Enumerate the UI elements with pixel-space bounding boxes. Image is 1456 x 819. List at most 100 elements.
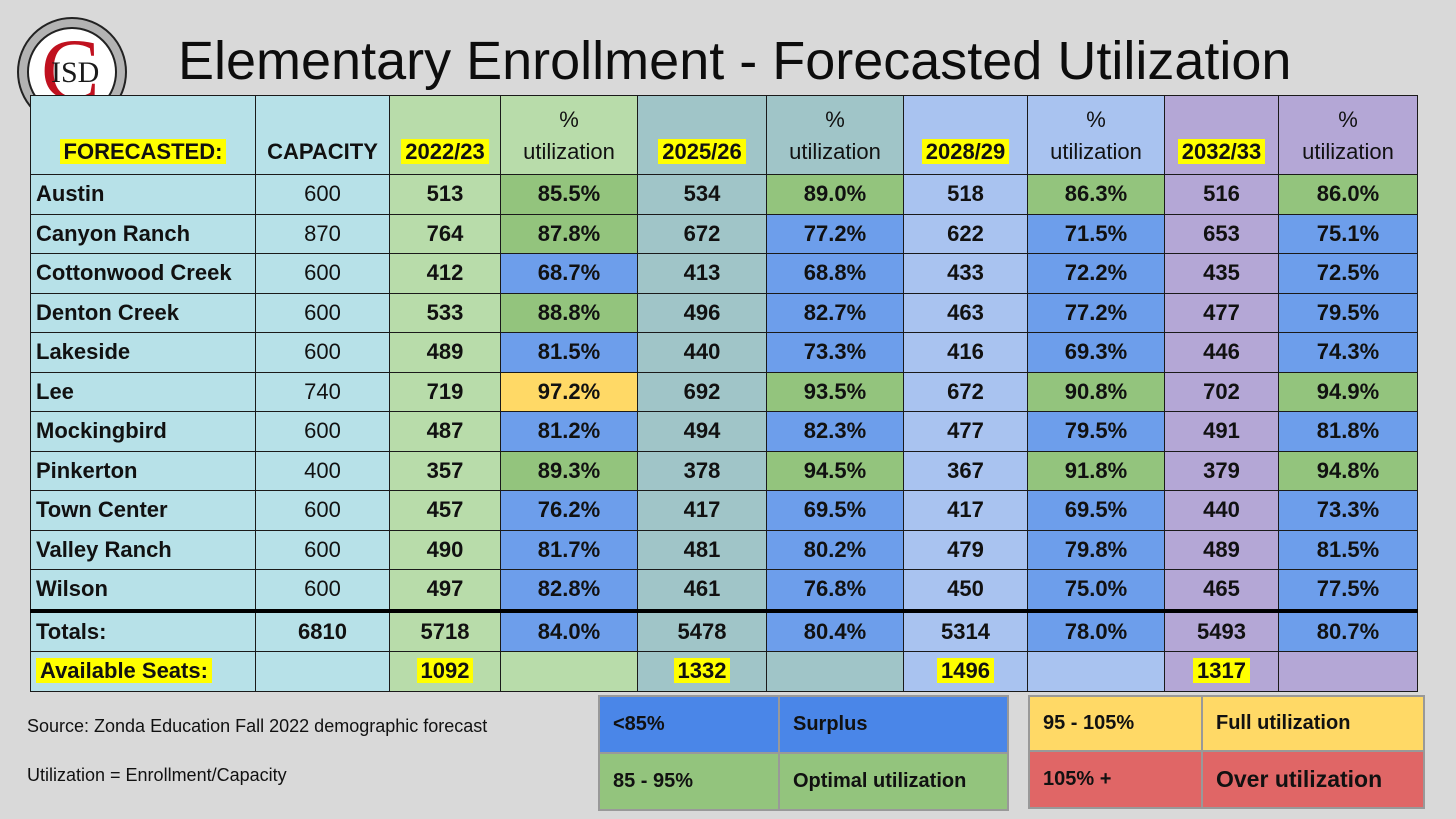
utilization-cell: 81.5% — [1278, 529, 1418, 570]
utilization-cell: 77.5% — [1278, 569, 1418, 611]
enrollment-cell: 479 — [903, 529, 1028, 570]
page-title: Elementary Enrollment - Forecasted Utili… — [178, 31, 1292, 91]
enrollment-cell: 378 — [637, 450, 767, 491]
enrollment-cell: 516 — [1164, 174, 1279, 215]
utilization-cell: 86.3% — [1027, 174, 1165, 215]
available-seats-empty — [766, 651, 904, 692]
utilization-cell: 88.8% — [500, 292, 638, 333]
available-seats-value-value: 1317 — [1193, 658, 1250, 684]
capacity-cell: 600 — [255, 411, 390, 452]
enrollment-cell: 489 — [389, 332, 501, 373]
table-row: Valley Ranch 600 490 81.7% 481 80.2% 479 79.8% 4… — [30, 529, 1418, 570]
table-row: Lee 740 719 97.2% 692 93.5% 672 90.8% 702 94.9% — [30, 371, 1418, 412]
capacity-cell: 600 — [255, 174, 390, 215]
header-pct-symbol: % — [559, 107, 579, 132]
enrollment-cell: 367 — [903, 450, 1028, 491]
school-name: Canyon Ranch — [30, 213, 256, 254]
enrollment-cell: 533 — [389, 292, 501, 333]
header-year-2032-label: 2032/33 — [1177, 139, 1266, 164]
school-name: Austin — [30, 174, 256, 215]
legend-row-optimal: 85 - 95% Optimal utilization — [598, 752, 1009, 811]
header-year-2032: 2032/33 — [1164, 95, 1279, 175]
utilization-cell: 90.8% — [1027, 371, 1165, 412]
table-row: Town Center 600 457 76.2% 417 69.5% 417 69.5% 44… — [30, 490, 1418, 531]
utilization-cell: 81.7% — [500, 529, 638, 570]
header-utilization-label: utilization — [789, 139, 881, 164]
legend-range-optimal: 85 - 95% — [598, 752, 780, 811]
available-seats-empty — [500, 651, 638, 692]
enrollment-cell: 450 — [903, 569, 1028, 611]
utilization-cell: 73.3% — [766, 332, 904, 373]
utilization-cell: 94.9% — [1278, 371, 1418, 412]
table-row: Pinkerton 400 357 89.3% 378 94.5% 367 91.8% 379 9… — [30, 450, 1418, 491]
enrollment-cell: 357 — [389, 450, 501, 491]
enrollment-cell: 413 — [637, 253, 767, 294]
utilization-cell: 77.2% — [766, 213, 904, 254]
totals-enrollment: 5493 — [1164, 608, 1279, 652]
utilization-cell: 81.2% — [500, 411, 638, 452]
totals-label: Totals: — [30, 608, 256, 652]
source-note: Source: Zonda Education Fall 2022 demogr… — [27, 716, 488, 736]
enrollment-cell: 653 — [1164, 213, 1279, 254]
enrollment-cell: 491 — [1164, 411, 1279, 452]
utilization-cell: 71.5% — [1027, 213, 1165, 254]
enrollment-cell: 435 — [1164, 253, 1279, 294]
enrollment-cell: 417 — [903, 490, 1028, 531]
enrollment-cell: 446 — [1164, 332, 1279, 373]
capacity-cell: 600 — [255, 332, 390, 373]
totals-capacity: 6810 — [255, 608, 390, 652]
totals-utilization: 78.0% — [1027, 608, 1165, 652]
totals-utilization: 80.4% — [766, 608, 904, 652]
totals-enrollment: 5314 — [903, 608, 1028, 652]
available-seats-row: Available Seats: 1092 1332 1496 1317 — [30, 651, 1418, 692]
capacity-cell: 600 — [255, 292, 390, 333]
legend-row-over: 105% + Over utilization — [1028, 750, 1425, 809]
utilization-cell: 68.8% — [766, 253, 904, 294]
enrollment-cell: 719 — [389, 371, 501, 412]
header-year-2025: 2025/26 — [637, 95, 767, 175]
utilization-cell: 86.0% — [1278, 174, 1418, 215]
enrollment-cell: 461 — [637, 569, 767, 611]
available-seats-empty — [1278, 651, 1418, 692]
available-seats-empty — [1027, 651, 1165, 692]
header-utilization-2025: % utilization — [766, 95, 904, 175]
utilization-cell: 76.8% — [766, 569, 904, 611]
table-header-row: FORECASTED: CAPACITY 2022/23 % utilizatio… — [30, 95, 1418, 175]
utilization-cell: 85.5% — [500, 174, 638, 215]
utilization-cell: 89.3% — [500, 450, 638, 491]
capacity-cell: 600 — [255, 490, 390, 531]
header-utilization-2022: % utilization — [500, 95, 638, 175]
available-seats-value: 1332 — [637, 651, 767, 692]
header-pct-symbol: % — [1086, 107, 1106, 132]
capacity-cell: 400 — [255, 450, 390, 491]
totals-enrollment: 5718 — [389, 608, 501, 652]
available-seats-label: Available Seats: — [30, 651, 256, 692]
utilization-cell: 76.2% — [500, 490, 638, 531]
enrollment-cell: 672 — [637, 213, 767, 254]
legend-row-surplus: <85% Surplus — [598, 695, 1009, 754]
enrollment-cell: 672 — [903, 371, 1028, 412]
legend-label-over: Over utilization — [1201, 750, 1425, 809]
header-pct-symbol: % — [825, 107, 845, 132]
utilization-cell: 69.3% — [1027, 332, 1165, 373]
header-utilization-2028: % utilization — [1027, 95, 1165, 175]
enrollment-cell: 412 — [389, 253, 501, 294]
header-forecasted-label: FORECASTED: — [59, 139, 227, 164]
header-year-2025-label: 2025/26 — [658, 139, 746, 164]
utilization-cell: 94.8% — [1278, 450, 1418, 491]
utilization-cell: 72.2% — [1027, 253, 1165, 294]
table-row: Canyon Ranch 870 764 87.8% 672 77.2% 622 71.5% 6… — [30, 213, 1418, 254]
available-seats-label-value: Available Seats: — [36, 658, 212, 684]
available-seats-value-value: 1092 — [416, 658, 474, 684]
school-name: Pinkerton — [30, 450, 256, 491]
enrollment-cell: 513 — [389, 174, 501, 215]
table-row: Wilson 600 497 82.8% 461 76.8% 450 75.0% 465 77.5… — [30, 569, 1418, 611]
enrollment-cell: 477 — [903, 411, 1028, 452]
utilization-cell: 89.0% — [766, 174, 904, 215]
school-name: Lakeside — [30, 332, 256, 373]
utilization-cell: 91.8% — [1027, 450, 1165, 491]
school-name: Wilson — [30, 569, 256, 611]
capacity-cell: 870 — [255, 213, 390, 254]
header-utilization-2032: % utilization — [1278, 95, 1418, 175]
utilization-cell: 69.5% — [766, 490, 904, 531]
